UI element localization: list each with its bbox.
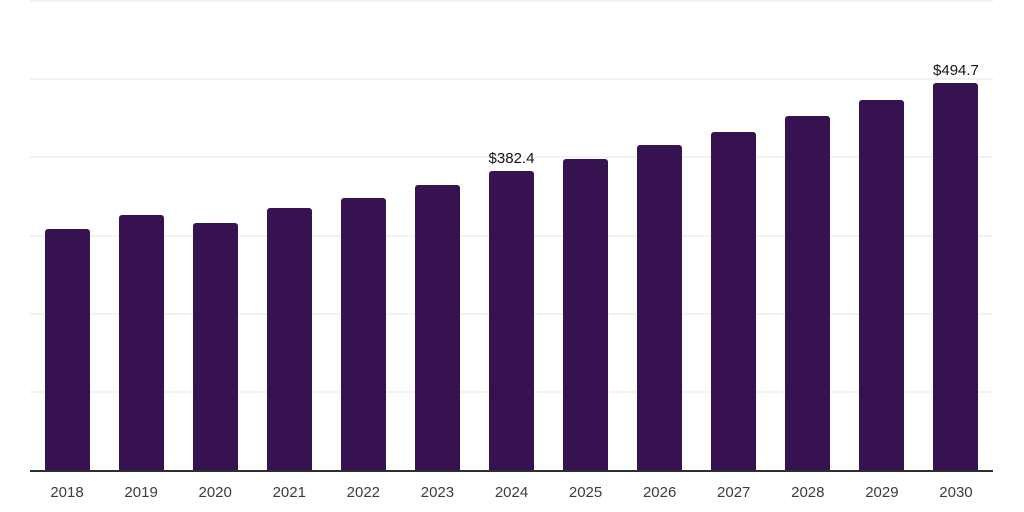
x-axis-label-2026: 2026 (642, 484, 677, 501)
x-axis-label-2025: 2025 (568, 484, 603, 501)
x-axis-label-2020: 2020 (198, 484, 232, 501)
data-label-2030: $494.7 (933, 62, 979, 80)
bar-2025 (563, 158, 609, 470)
data-label-2024: $382.4 (488, 150, 535, 168)
gridline-400 (30, 156, 993, 159)
bar-2026 (637, 144, 683, 470)
gridline-500 (30, 78, 993, 81)
bar-2027 (711, 131, 757, 470)
x-axis-label-2030: 2030 (939, 484, 973, 501)
x-axis-label-2023: 2023 (420, 484, 455, 501)
x-axis-label-2029: 2029 (865, 484, 899, 501)
gridline-600 (30, 0, 993, 2)
x-axis-label-2019: 2019 (124, 484, 158, 501)
bar-2023 (414, 184, 460, 470)
x-axis-label-2027: 2027 (717, 484, 751, 501)
bar-2018 (44, 229, 90, 470)
bar-2019 (118, 215, 164, 470)
x-axis-label-2024: 2024 (494, 484, 529, 501)
bar-2030 (933, 83, 979, 470)
bar-2024 (489, 171, 534, 470)
bar-2021 (266, 208, 312, 470)
bar-2029 (859, 100, 905, 470)
x-axis-tick-labels: 2018 2019 2020 2021 2022 2023 2024 2025 2026 2027… (30, 484, 993, 506)
x-axis-line (30, 470, 993, 472)
bar-2020 (192, 223, 238, 470)
x-axis-label-2022: 2022 (346, 484, 381, 501)
x-axis-label-2018: 2018 (50, 484, 84, 501)
plot-area: $382.4 $494.7 (30, 0, 993, 472)
bar-2022 (340, 197, 386, 470)
bar-2028 (785, 115, 831, 470)
x-axis-label-2028: 2028 (791, 484, 825, 501)
x-axis-label-2021: 2021 (272, 484, 306, 501)
